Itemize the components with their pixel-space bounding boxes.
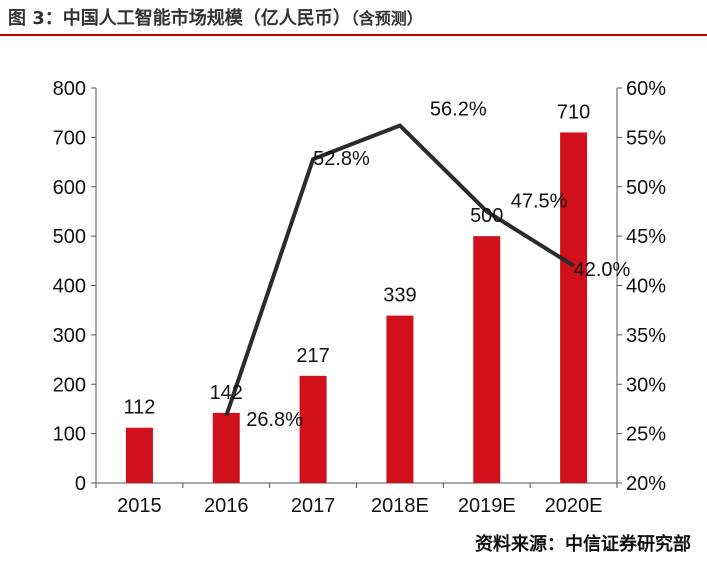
y-right-tick-label: 60% bbox=[626, 78, 666, 100]
bar-value-label: 710 bbox=[557, 101, 590, 123]
x-tick-label: 2020E bbox=[545, 495, 603, 517]
y-right-tick-label: 40% bbox=[626, 276, 666, 298]
y-right-tick-label: 35% bbox=[626, 325, 666, 347]
y-right-tick-label: 45% bbox=[626, 226, 666, 248]
y-left-tick-label: 700 bbox=[53, 127, 86, 149]
y-left-tick-label: 400 bbox=[53, 276, 86, 298]
y-left-tick-label: 800 bbox=[53, 78, 86, 100]
line-group bbox=[224, 123, 575, 417]
bar-value-label: 142 bbox=[210, 382, 243, 404]
bar-2020E bbox=[560, 132, 588, 483]
x-tick-label: 2016 bbox=[204, 495, 249, 517]
bar-2015 bbox=[125, 427, 153, 483]
axes-group: 0 100 200 300 400 500 600 700 800 20% 25% 30% 35% 40%… bbox=[53, 78, 667, 517]
y-right-tick-label: 25% bbox=[626, 424, 666, 446]
y-left-tick-label: 200 bbox=[53, 374, 86, 396]
y-right-tick-label: 55% bbox=[626, 127, 666, 149]
bar-2018E bbox=[386, 315, 414, 483]
y-left-tick-label: 500 bbox=[53, 226, 86, 248]
bar-value-label: 339 bbox=[383, 285, 416, 307]
line-value-label: 56.2% bbox=[430, 99, 487, 121]
labels-group: 112 142 217 339 500 710 26.8% 52.8% 56.2% 47.5% 42… bbox=[123, 99, 630, 431]
x-tick-label: 2018E bbox=[371, 495, 429, 517]
bars-group bbox=[125, 132, 588, 483]
x-tick-label: 2017 bbox=[291, 495, 336, 517]
bar-2019E bbox=[473, 236, 501, 483]
y-left-tick-label: 100 bbox=[53, 424, 86, 446]
bar-value-label: 112 bbox=[123, 397, 155, 419]
source-note: 资料来源：中信证券研究部 bbox=[475, 534, 691, 555]
line-value-label: 52.8% bbox=[313, 148, 370, 170]
growth-rate-line bbox=[224, 123, 575, 417]
line-value-label: 26.8% bbox=[246, 409, 303, 431]
y-right-tick-label: 30% bbox=[626, 374, 666, 396]
bar-value-label: 217 bbox=[296, 345, 329, 367]
title-divider bbox=[0, 34, 707, 36]
y-left-tick-label: 300 bbox=[53, 325, 86, 347]
chart-title-main: 图 3：中国人工智能市场规模（亿人民币） bbox=[8, 8, 351, 29]
line-value-label: 42.0% bbox=[574, 259, 631, 281]
line-value-label: 47.5% bbox=[511, 190, 568, 212]
bar-value-label: 500 bbox=[470, 205, 503, 227]
chart-title-sub: （含预测） bbox=[350, 9, 423, 28]
y-right-tick-label: 50% bbox=[626, 177, 666, 199]
y-left-tick-label: 0 bbox=[75, 473, 86, 495]
bar-2016 bbox=[212, 412, 240, 483]
x-tick-label: 2015 bbox=[117, 495, 162, 517]
x-tick-label: 2019E bbox=[458, 495, 516, 517]
y-right-tick-label: 20% bbox=[626, 473, 666, 495]
bar-2017 bbox=[299, 375, 327, 483]
y-left-tick-label: 600 bbox=[53, 177, 86, 199]
chart-title: 图 3：中国人工智能市场规模（亿人民币）（含预测） bbox=[8, 4, 423, 30]
